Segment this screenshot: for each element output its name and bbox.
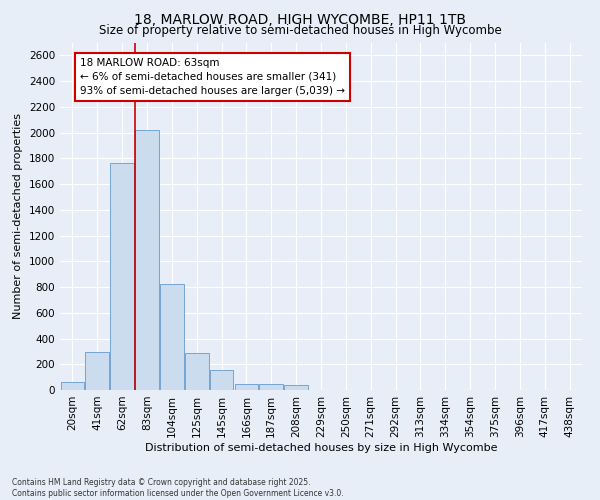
Bar: [135, 130, 159, 390]
Bar: [185, 352, 209, 390]
Bar: [235, 384, 258, 390]
Text: Size of property relative to semi-detached houses in High Wycombe: Size of property relative to semi-detach…: [98, 24, 502, 37]
Bar: [284, 386, 308, 390]
Bar: [61, 382, 84, 390]
X-axis label: Distribution of semi-detached houses by size in High Wycombe: Distribution of semi-detached houses by …: [145, 442, 497, 452]
Text: 18, MARLOW ROAD, HIGH WYCOMBE, HP11 1TB: 18, MARLOW ROAD, HIGH WYCOMBE, HP11 1TB: [134, 12, 466, 26]
Bar: [160, 284, 184, 390]
Y-axis label: Number of semi-detached properties: Number of semi-detached properties: [13, 114, 23, 320]
Text: Contains HM Land Registry data © Crown copyright and database right 2025.
Contai: Contains HM Land Registry data © Crown c…: [12, 478, 344, 498]
Bar: [85, 352, 109, 390]
Bar: [259, 384, 283, 390]
Text: 18 MARLOW ROAD: 63sqm
← 6% of semi-detached houses are smaller (341)
93% of semi: 18 MARLOW ROAD: 63sqm ← 6% of semi-detac…: [80, 58, 345, 96]
Bar: [210, 370, 233, 390]
Bar: [110, 164, 134, 390]
